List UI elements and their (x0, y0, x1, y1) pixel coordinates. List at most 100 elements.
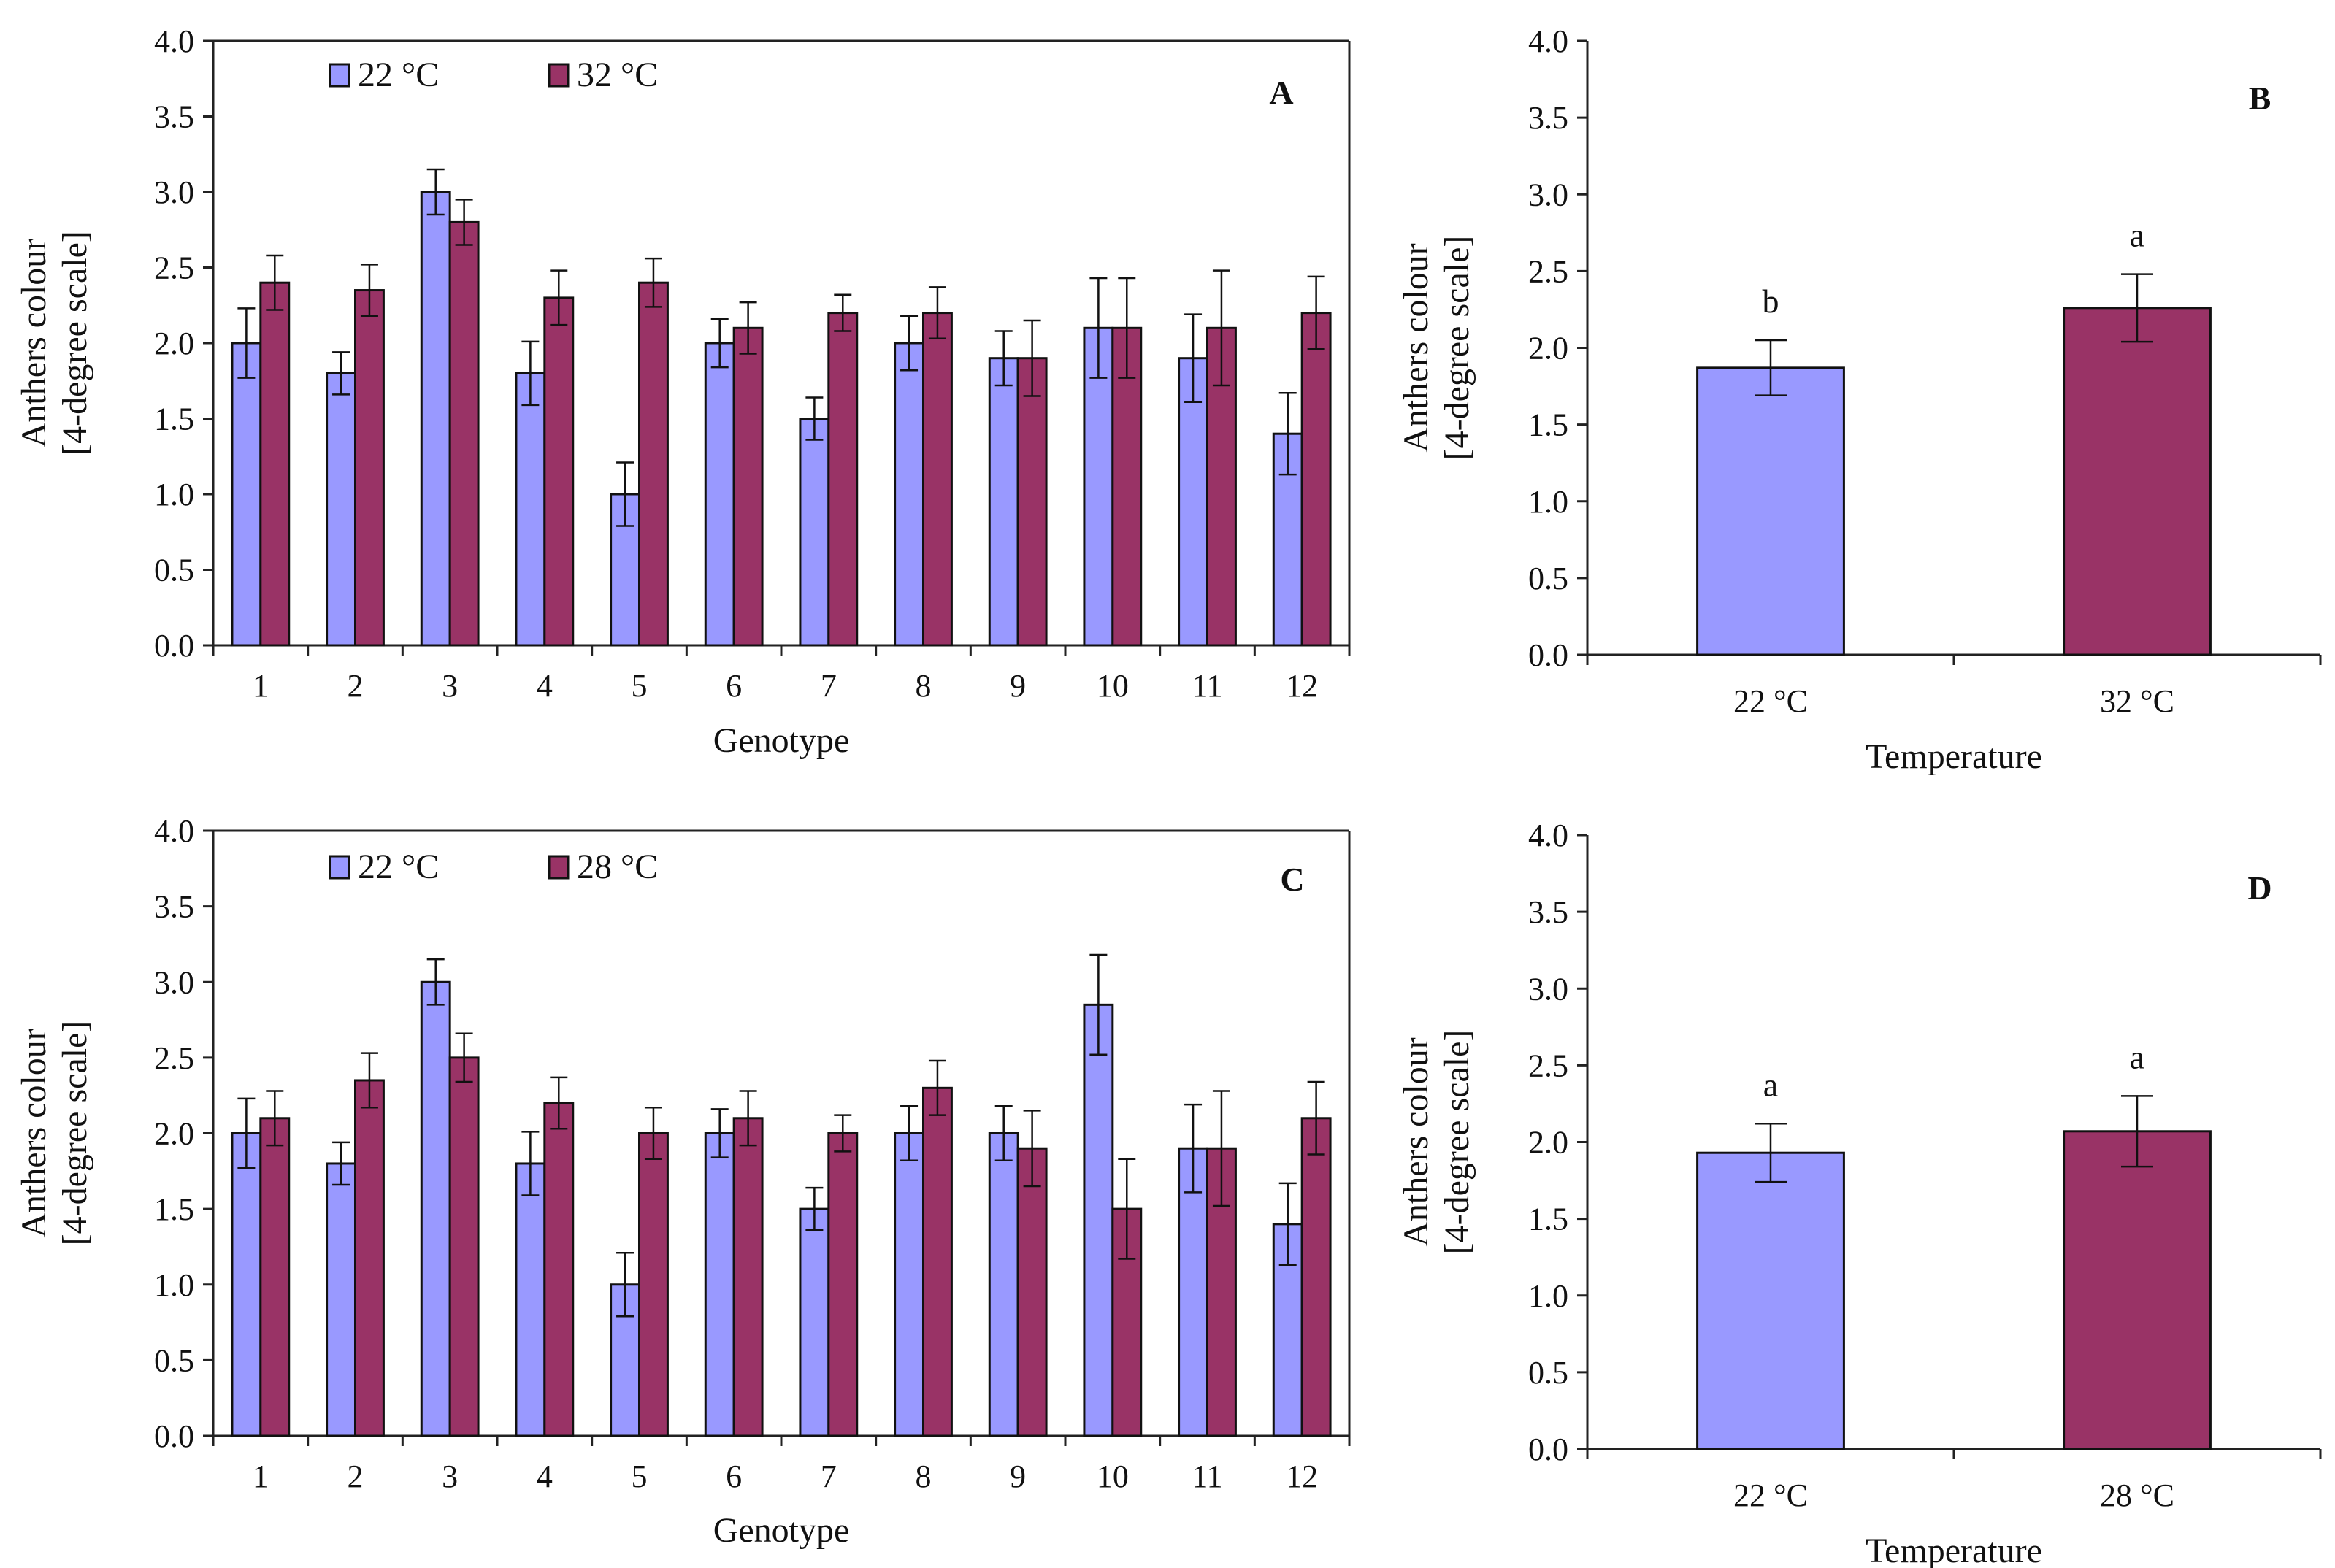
bar-low-temp (231, 342, 262, 647)
x-tick-label: 12 (1286, 668, 1318, 704)
y-tick-label: 4.0 (1528, 23, 1568, 59)
y-tick-label: 1.5 (1528, 407, 1568, 443)
y-tick-label: 3.0 (154, 964, 194, 1000)
x-tick-label: 4 (537, 668, 553, 704)
bar-high-temp (732, 326, 764, 647)
x-tick-label: 3 (442, 1459, 458, 1494)
y-tick-label: 3.0 (1528, 177, 1568, 212)
x-tick-label: 2 (348, 1459, 364, 1494)
y-axis-title: [4-degree scale] (55, 231, 94, 456)
bar-low-temp (515, 372, 546, 647)
bar-high-temp (543, 1102, 575, 1437)
bar-high-temp (827, 312, 859, 647)
y-tick-label: 2.0 (1528, 1125, 1568, 1161)
bar-high-temp (1300, 1117, 1332, 1437)
bar-low-temp (326, 1162, 357, 1437)
bar-high-temp (638, 281, 669, 647)
y-tick-label: 4.0 (154, 813, 194, 849)
x-tick-label: 8 (916, 1459, 932, 1494)
x-tick-label: 28 °C (2100, 1477, 2174, 1513)
bar-low-temp (515, 1162, 546, 1437)
y-tick-label: 3.5 (1528, 894, 1568, 930)
legend-swatch (329, 855, 350, 880)
legend-label: 32 °C (577, 55, 658, 94)
legend-label: 22 °C (358, 55, 439, 94)
bar-low-temp (1083, 1003, 1114, 1437)
legend-swatch (329, 63, 350, 88)
y-tick-label: 1.5 (154, 401, 194, 437)
y-tick-label: 3.0 (154, 174, 194, 210)
y-axis-title: [4-degree scale] (1438, 236, 1476, 461)
panel-a-chart: 0.0 0.5 1.0 1.5 2.0 2.5 3.0 3.5 4.0 Anthers colou… (15, 23, 1351, 760)
y-tick-label: 4.0 (154, 23, 194, 59)
y-tick-label: 0.5 (1528, 561, 1568, 596)
bar-low-temp (704, 342, 735, 647)
bar-high-temp (638, 1132, 669, 1437)
bar-low-temp (894, 1132, 924, 1437)
legend-label: 22 °C (358, 848, 439, 886)
significance-letter: a (1763, 1066, 1778, 1103)
x-tick-label: 10 (1097, 668, 1129, 704)
x-axis-title: Genotype (713, 1511, 850, 1550)
bar-low-temp (704, 1132, 735, 1437)
bar-high-temp (448, 220, 480, 647)
y-tick-label: 0.0 (1528, 1431, 1568, 1467)
y-tick-label: 2.5 (1528, 253, 1568, 289)
panel-letter: A (1269, 74, 1293, 111)
y-tick-label: 0.0 (1528, 637, 1568, 673)
x-tick-label: 22 °C (1733, 683, 1808, 719)
y-tick-label: 3.0 (1528, 971, 1568, 1007)
y-tick-label: 0.5 (1528, 1355, 1568, 1391)
y-tick-label: 2.0 (1528, 331, 1568, 366)
y-tick-label: 2.5 (1528, 1048, 1568, 1083)
bar-high-temp (2063, 307, 2212, 656)
y-tick-label: 0.0 (154, 628, 194, 664)
bar-low-temp (1696, 1151, 1845, 1450)
bar-high-temp (354, 289, 385, 647)
bar-high-temp (259, 1117, 291, 1437)
y-tick-label: 3.5 (154, 99, 194, 135)
bar-high-temp (448, 1056, 480, 1437)
legend-swatch (548, 855, 570, 880)
y-tick-label: 1.5 (1528, 1202, 1568, 1237)
bar-high-temp (1016, 357, 1048, 647)
x-tick-label: 10 (1097, 1459, 1129, 1494)
x-axis-title: Temperature (1866, 737, 2042, 776)
bar-high-temp (1300, 312, 1332, 647)
bar-low-temp (420, 980, 451, 1437)
y-tick-label: 1.0 (1528, 1278, 1568, 1314)
bar-high-temp (732, 1117, 764, 1437)
x-axis-title: Temperature (1866, 1532, 2042, 1568)
y-axis-title: [4-degree scale] (1438, 1030, 1476, 1255)
x-tick-label: 22 °C (1733, 1477, 1808, 1513)
bar-low-temp (799, 1207, 830, 1437)
bar-low-temp (231, 1132, 262, 1437)
y-axis-title: Anthers colour (1397, 243, 1435, 453)
y-axis-title: Anthers colour (15, 1029, 53, 1238)
bar-low-temp (894, 342, 924, 647)
x-tick-label: 2 (348, 668, 364, 704)
y-tick-label: 0.0 (154, 1418, 194, 1454)
y-tick-label: 1.0 (1528, 484, 1568, 520)
x-tick-label: 1 (253, 1459, 269, 1494)
bar-low-temp (420, 191, 451, 647)
y-tick-label: 0.5 (154, 553, 194, 588)
y-tick-label: 2.0 (154, 1116, 194, 1152)
bar-low-temp (799, 418, 830, 647)
significance-letter: a (2130, 217, 2144, 254)
panel-d-chart: 0.0 0.5 1.0 1.5 2.0 2.5 3.0 3.5 4.0 Anthers colou… (1397, 818, 2322, 1568)
x-tick-label: 7 (821, 668, 837, 704)
bar-high-temp (2063, 1130, 2212, 1450)
y-tick-label: 4.0 (1528, 818, 1568, 853)
x-tick-label: 9 (1010, 1459, 1026, 1494)
y-tick-label: 2.5 (154, 1040, 194, 1076)
bar-low-temp (326, 372, 357, 647)
y-tick-label: 0.5 (154, 1342, 194, 1378)
y-tick-label: 1.0 (154, 1267, 194, 1303)
legend-swatch (548, 63, 570, 88)
y-axis-title: Anthers colour (1397, 1037, 1435, 1247)
y-axis-title: Anthers colour (15, 239, 53, 448)
x-tick-label: 8 (916, 668, 932, 704)
panel-letter: B (2249, 80, 2271, 117)
